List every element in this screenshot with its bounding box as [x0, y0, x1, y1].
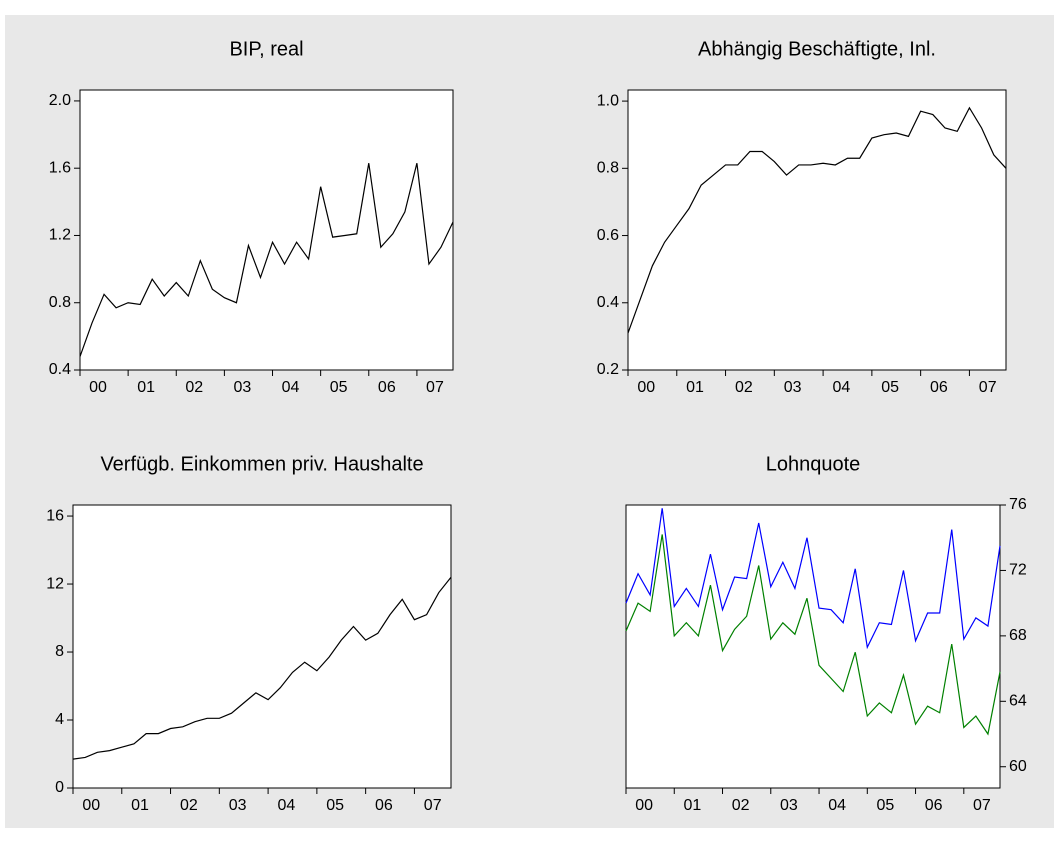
y-tick-label: 12 — [46, 575, 64, 592]
y-tick-label: 60 — [1009, 758, 1027, 775]
x-tick-label: 02 — [180, 797, 198, 814]
data-line — [625, 508, 1001, 650]
y-tick-label: 1.2 — [49, 227, 71, 244]
x-tick-label: 01 — [131, 797, 149, 814]
chart-title: Abhängig Beschäftigte, Inl. — [698, 38, 936, 60]
y-tick-label: 4 — [55, 711, 64, 728]
x-tick-label: 06 — [375, 797, 393, 814]
x-tick-label: 05 — [330, 379, 348, 396]
x-tick-label: 02 — [735, 379, 753, 396]
chart-title: BIP, real — [229, 38, 303, 60]
y-tick-label: 0.4 — [49, 361, 71, 378]
x-tick-label: 04 — [277, 797, 295, 814]
data-line — [627, 106, 1007, 334]
x-tick-label: 03 — [234, 379, 252, 396]
y-tick-label: 2.0 — [49, 92, 71, 109]
x-tick-label: 00 — [82, 797, 100, 814]
y-tick-label: 1.0 — [597, 92, 619, 109]
x-tick-label: 06 — [925, 797, 943, 814]
y-tick-label: 0.8 — [49, 294, 71, 311]
x-tick-label: 02 — [185, 379, 203, 396]
data-line — [72, 576, 452, 760]
plot-area — [79, 89, 454, 371]
x-tick-label: 01 — [683, 797, 701, 814]
x-tick-label: 05 — [881, 379, 899, 396]
chart-title: Lohnquote — [766, 453, 861, 475]
x-tick-label: 01 — [686, 379, 704, 396]
y-tick-label: 0.6 — [597, 227, 619, 244]
x-tick-label: 00 — [89, 379, 107, 396]
y-tick-label: 68 — [1009, 627, 1027, 644]
x-tick-label: 07 — [426, 379, 444, 396]
x-tick-label: 03 — [784, 379, 802, 396]
y-tick-label: 76 — [1009, 496, 1027, 513]
x-tick-label: 04 — [828, 797, 846, 814]
x-tick-label: 06 — [930, 379, 948, 396]
x-tick-label: 07 — [973, 797, 991, 814]
y-tick-label: 64 — [1009, 693, 1027, 710]
x-tick-label: 07 — [979, 379, 997, 396]
plot-area — [72, 504, 452, 789]
x-tick-label: 05 — [876, 797, 894, 814]
y-tick-label: 0.8 — [597, 160, 619, 177]
x-tick-label: 02 — [732, 797, 750, 814]
x-tick-label: 00 — [635, 797, 653, 814]
x-tick-label: 05 — [326, 797, 344, 814]
y-tick-label: 72 — [1009, 562, 1027, 579]
x-tick-label: 01 — [137, 379, 155, 396]
y-tick-label: 0.2 — [597, 361, 619, 378]
x-tick-label: 00 — [637, 379, 655, 396]
x-tick-label: 03 — [780, 797, 798, 814]
data-line — [625, 534, 1001, 736]
x-tick-label: 04 — [832, 379, 850, 396]
plot-area — [627, 89, 1007, 371]
y-tick-label: 1.6 — [49, 159, 71, 176]
y-tick-label: 0 — [55, 779, 64, 796]
y-tick-label: 8 — [55, 643, 64, 660]
x-tick-label: 04 — [282, 379, 300, 396]
y-tick-label: 16 — [46, 507, 64, 524]
x-tick-label: 07 — [424, 797, 442, 814]
x-tick-label: 03 — [229, 797, 247, 814]
x-tick-label: 06 — [378, 379, 396, 396]
data-line — [79, 163, 454, 357]
y-tick-label: 0.4 — [597, 294, 619, 311]
chart-title: Verfügb. Einkommen priv. Haushalte — [100, 453, 423, 475]
plot-area — [625, 504, 1001, 789]
